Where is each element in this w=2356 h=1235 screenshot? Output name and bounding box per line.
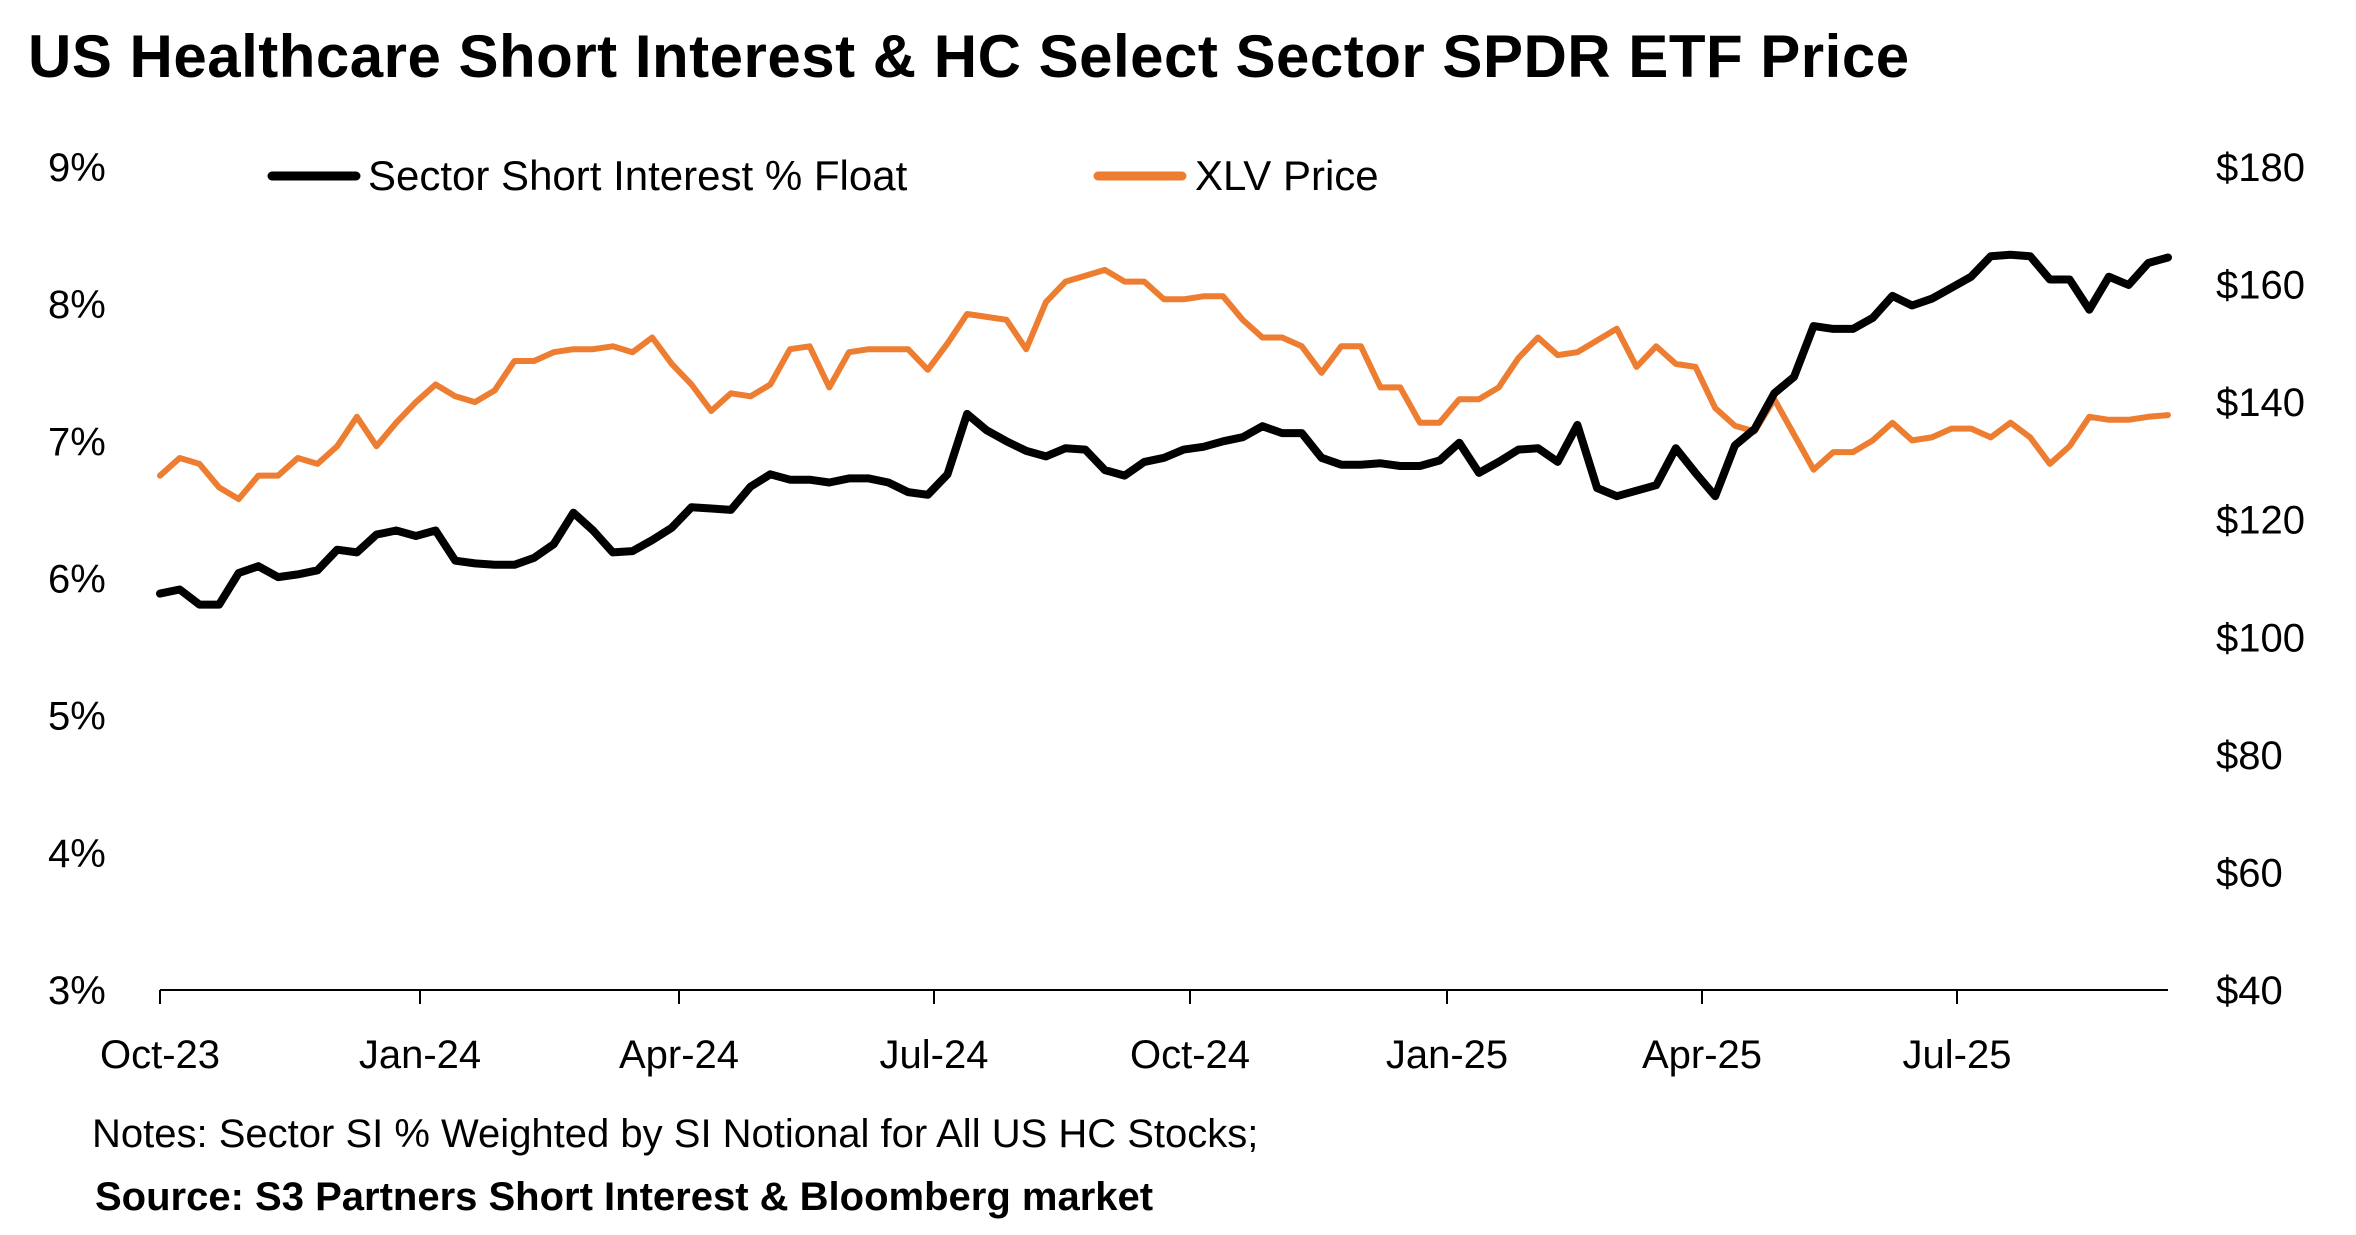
left-y-tick-label: 9%	[48, 146, 106, 190]
left-y-tick-label: 6%	[48, 558, 106, 602]
x-tick-label: Jul-25	[1903, 1033, 2012, 1077]
right-y-tick-label: $80	[2216, 734, 2283, 778]
short-interest-line	[156, 250, 2172, 609]
x-tick-label: Oct-23	[100, 1033, 220, 1077]
x-tick-label: Jan-24	[359, 1033, 481, 1077]
legend-label: Sector Short Interest % Float	[368, 152, 908, 199]
right-y-tick-label: $100	[2216, 616, 2305, 660]
right-y-tick-label: $180	[2216, 146, 2305, 190]
chart-source: Source: S3 Partners Short Interest & Blo…	[95, 1175, 1154, 1219]
x-tick-label: Jan-25	[1386, 1033, 1508, 1077]
chart-notes: Notes: Sector SI % Weighted by SI Notion…	[92, 1112, 1259, 1156]
x-tick-label: Apr-24	[619, 1033, 739, 1077]
x-tick-label: Oct-24	[1130, 1033, 1250, 1077]
x-tick-label: Apr-25	[1642, 1033, 1762, 1077]
xlv-price-line	[157, 266, 2171, 503]
series-layer	[156, 250, 2172, 609]
x-axis: Oct-23 Jan-24 Apr-24 Jul-24 Oct-24 Jan-25 Apr-…	[100, 989, 2168, 1077]
left-y-tick-label: 3%	[48, 969, 106, 1013]
right-y-tick-label: $140	[2216, 381, 2305, 425]
left-y-tick-label: 5%	[48, 695, 106, 739]
left-y-axis: 3% 4% 5% 6% 7% 8% 9%	[48, 146, 106, 1013]
right-y-axis: $40 $60 $80 $100 $120 $140 $160 $180	[2216, 146, 2305, 1013]
legend: Sector Short Interest % Float XLV Price	[267, 152, 1379, 199]
left-y-tick-label: 7%	[48, 420, 106, 464]
chart-title: US Healthcare Short Interest & HC Select…	[28, 23, 1910, 90]
left-y-tick-label: 8%	[48, 283, 106, 327]
right-y-tick-label: $160	[2216, 264, 2305, 308]
right-y-tick-label: $120	[2216, 499, 2305, 543]
right-y-tick-label: $40	[2216, 969, 2283, 1013]
right-y-tick-label: $60	[2216, 851, 2283, 895]
legend-label: XLV Price	[1195, 152, 1379, 199]
x-tick-label: Jul-24	[880, 1033, 989, 1077]
left-y-tick-label: 4%	[48, 832, 106, 876]
